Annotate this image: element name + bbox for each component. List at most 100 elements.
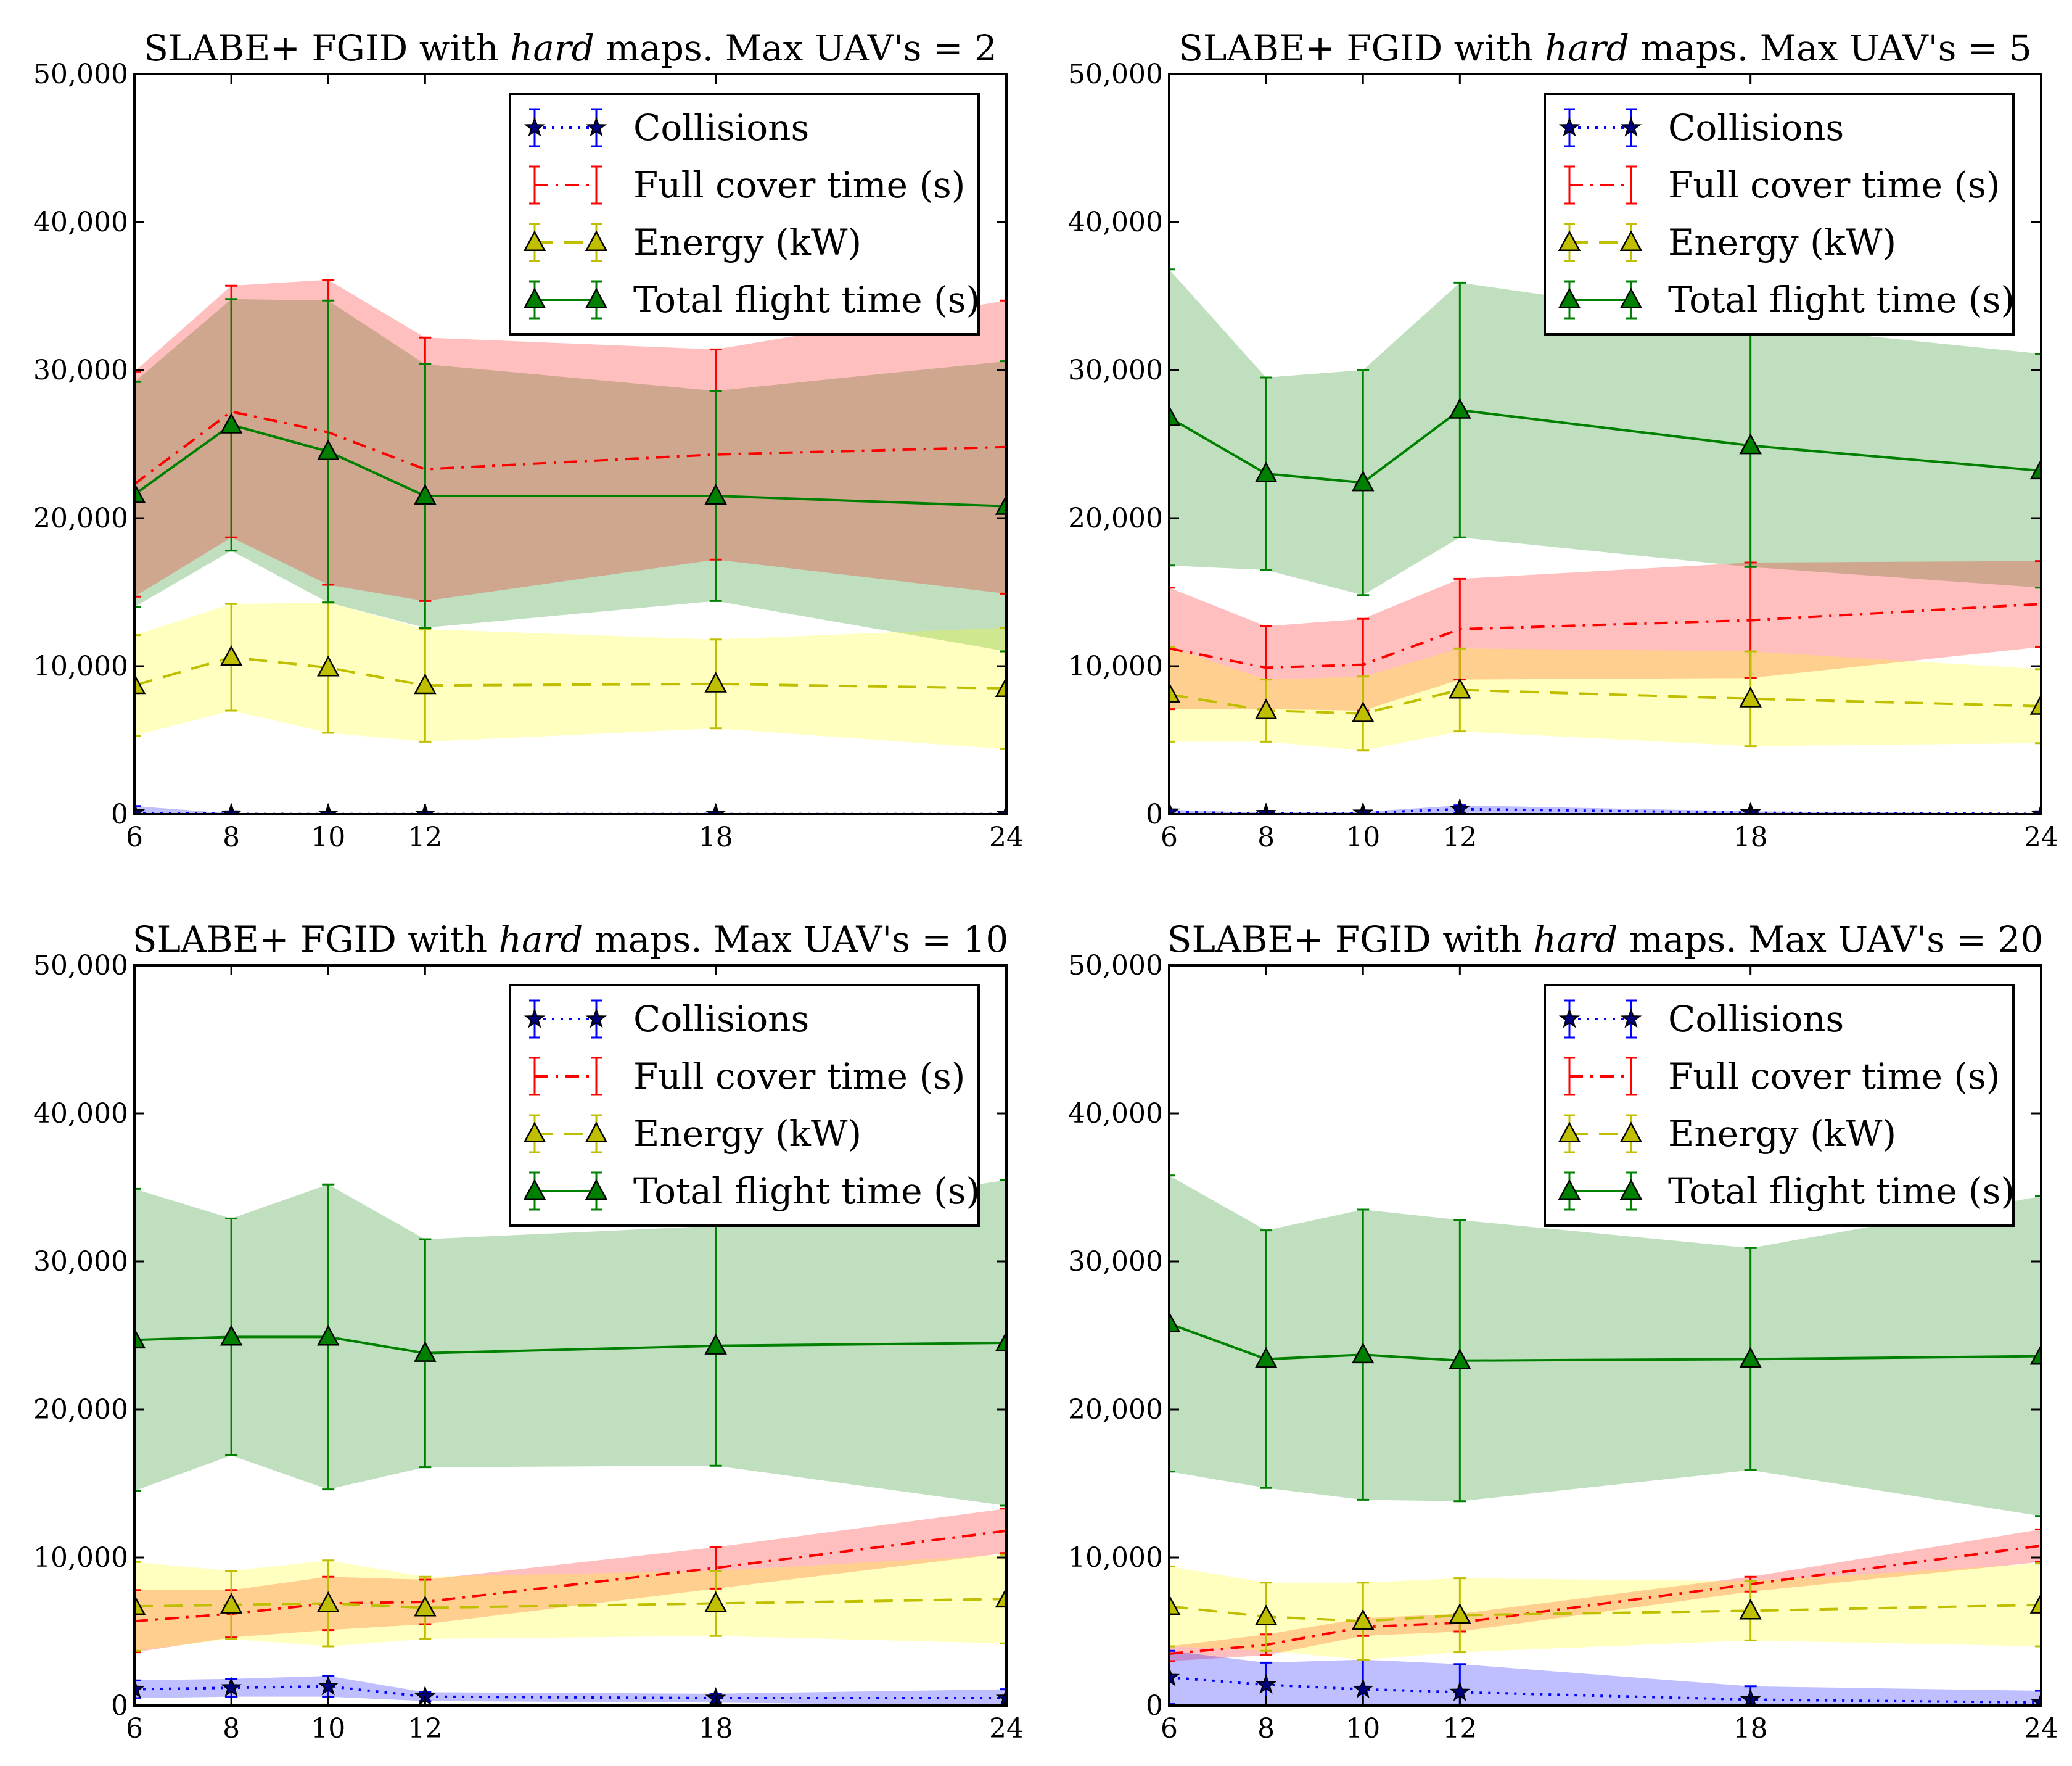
legend-marker [585,1007,607,1028]
data-point-energy [1739,1598,1762,1620]
x-tick-label: 24 [2024,822,2058,853]
series-energy [134,1553,1006,1652]
y-tick-label: 0 [1146,1690,1163,1722]
y-tick-label: 40,000 [33,207,128,238]
data-point-flight [134,482,146,503]
x-tick-label: 12 [408,1713,442,1744]
data-point-flight [995,494,1006,515]
data-point-collisions [2030,1691,2041,1706]
legend-entry-cover: Full cover time (s) [529,164,965,206]
y-tick-label: 30,000 [1068,1246,1163,1277]
x-tick-label: 12 [408,822,442,853]
plot-area: 0 10,000 20,000 30,000 40,000 50,000 6 8 10 12 18 2… [33,59,1024,853]
y-tick-label: 40,000 [1068,207,1163,238]
data-point-energy [1449,1603,1471,1624]
legend-marker [1558,230,1581,252]
legend-entry-collisions: Collisions [524,998,809,1040]
series-energy [134,601,1006,750]
legend-marker [1558,1121,1581,1143]
series-line-energy [1169,1603,2041,1623]
data-point-flight [220,1324,243,1346]
y-tick-label: 20,000 [1068,503,1163,534]
legend-marker [523,1179,546,1200]
legend-box [1544,984,2015,1227]
series-line-flight [1169,408,2041,484]
legend-marker [1619,287,1643,309]
legend-label: Collisions [1668,998,1844,1040]
data-point-flight [704,484,727,505]
legend-marker [585,116,607,137]
legend-marker [523,287,546,309]
chart-title: SLABE+ FGID with hard maps. Max UAV's = … [144,27,997,69]
y-tick-label: 0 [111,799,128,830]
legend-marker [585,230,608,252]
y-tick-label: 30,000 [1068,355,1163,386]
data-point-energy [317,655,340,677]
data-point-flight [1449,1348,1471,1369]
x-tick-label: 10 [311,822,345,853]
y-tick-label: 20,000 [33,503,128,534]
legend-label: Total flight time (s) [1668,1170,2015,1212]
series-energy [1169,1562,2041,1661]
legend-marker [1558,287,1581,309]
x-tick-label: 12 [1442,1713,1477,1744]
plot-area: 0 10,000 20,000 30,000 40,000 50,000 6 8 10 12 18 2… [1068,59,2058,853]
series-flight [1169,268,2041,596]
error-band-energy [1169,1563,2041,1660]
legend-marker [523,1121,546,1143]
x-tick-label: 24 [989,822,1024,853]
y-tick-label: 20,000 [1068,1394,1163,1426]
data-point-flight [1739,433,1762,455]
data-point-energy [995,676,1006,698]
legend-entry-flight: Total flight time (s) [523,1170,980,1212]
legend-label: Full cover time (s) [633,164,965,206]
series-line-energy [134,1598,1006,1609]
y-tick-label: 50,000 [33,950,128,981]
x-tick-label: 10 [1346,822,1380,853]
x-tick-label: 6 [1161,822,1178,853]
legend-entry-energy: Energy (kW) [1558,1113,1896,1155]
legend-entry-flight: Total flight time (s) [523,279,980,321]
legend-marker [1619,1121,1643,1143]
legend-marker [585,287,608,309]
data-point-energy [1351,1609,1375,1630]
subplot-max-uav-20: SLABE+ FGID with hard maps. Max UAV's = … [1068,918,2058,1744]
plot-content [1169,268,2041,814]
data-point-flight [414,1341,437,1362]
data-point-energy [1351,701,1375,722]
data-point-flight [1169,1311,1181,1332]
x-tick-label: 10 [311,1713,345,1744]
x-tick-label: 24 [989,1713,1024,1744]
axes-frame [133,73,1008,815]
error-band-cover [1169,561,2041,711]
plot-area: 0 10,000 20,000 30,000 40,000 50,000 6 8 10 12 18 2… [1068,950,2058,1744]
legend-box [1544,93,2015,336]
legend-box [509,984,980,1227]
data-point-energy [704,672,727,693]
series-line-collisions [1169,807,2041,814]
y-tick-label: 30,000 [33,355,128,386]
legend-marker [585,1121,608,1143]
data-point-energy [995,1587,1006,1608]
error-band-cover [134,279,1006,601]
data-point-energy [704,1591,727,1612]
y-tick-label: 10,000 [1068,1542,1163,1574]
x-tick-label: 8 [1257,1713,1275,1744]
data-point-collisions [134,1678,146,1699]
y-tick-label: 10,000 [33,1542,128,1574]
error-band-collisions [134,1676,1006,1706]
legend-marker [524,116,546,137]
legend-marker [524,1007,546,1028]
data-point-collisions [1169,1666,1180,1686]
data-point-flight [1254,1347,1278,1368]
legend: Collisions Full cover time (s) Energy (kW)… [1544,93,2015,336]
subplot-max-uav-10: SLABE+ FGID with hard maps. Max UAV's = … [33,918,1024,1744]
x-tick-label: 8 [223,822,240,853]
series-line-flight [1169,1322,2041,1362]
data-point-flight [704,1334,727,1355]
legend-label: Energy (kW) [1668,221,1896,263]
legend-entry-cover: Full cover time (s) [529,1055,965,1097]
series-flight [134,1179,1006,1507]
legend-label: Energy (kW) [633,221,861,263]
